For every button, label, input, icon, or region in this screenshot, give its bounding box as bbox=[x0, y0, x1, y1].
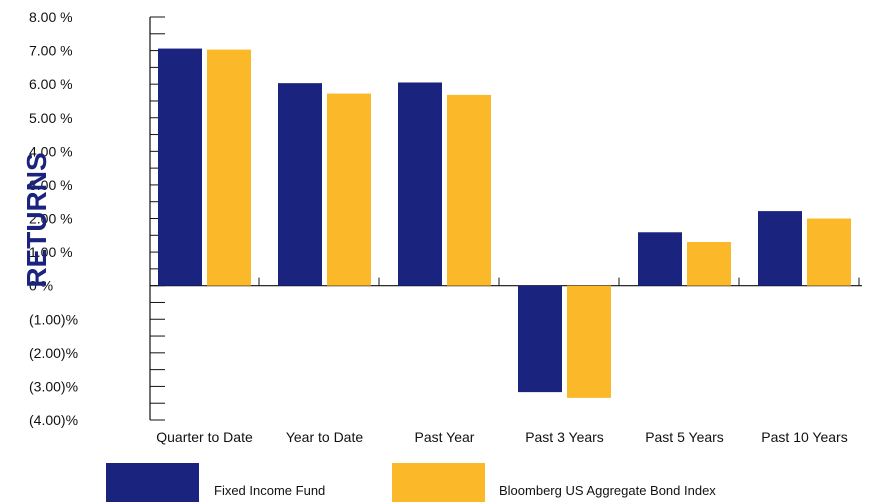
x-category-label: Past 3 Years bbox=[525, 429, 604, 445]
legend-swatch bbox=[106, 463, 199, 502]
x-category-label: Quarter to Date bbox=[156, 429, 253, 445]
bar-fund bbox=[398, 82, 442, 286]
y-tick-labels: 8.00 % 7.00 % 6.00 % 5.00 % 4.00 % 3.00 % 2.00… bbox=[29, 9, 78, 428]
bar-index bbox=[207, 49, 251, 286]
y-tick-label: (4.00)% bbox=[29, 412, 78, 428]
y-tick-label: 5.00 % bbox=[29, 110, 73, 126]
bar-index bbox=[687, 242, 731, 286]
x-category-label: Past 5 Years bbox=[645, 429, 724, 445]
bar-index bbox=[327, 93, 371, 286]
bar-fund bbox=[758, 211, 802, 286]
legend: Fixed Income Fund Bloomberg US Aggregate … bbox=[106, 463, 716, 502]
bar-index bbox=[447, 94, 491, 286]
legend-label: Fixed Income Fund bbox=[214, 483, 325, 498]
y-tick-label: 4.00 % bbox=[29, 143, 73, 159]
y-tick-label: (1.00)% bbox=[29, 311, 78, 327]
x-category-label: Year to Date bbox=[286, 429, 364, 445]
legend-swatch bbox=[392, 463, 485, 502]
bar-fund bbox=[518, 285, 562, 393]
y-axis-label: RETURNS bbox=[21, 152, 52, 287]
x-category-label: Past Year bbox=[415, 429, 475, 445]
y-tick-label: 7.00 % bbox=[29, 43, 73, 59]
bar-fund bbox=[638, 232, 682, 286]
legend-label: Bloomberg US Aggregate Bond Index bbox=[499, 483, 716, 498]
y-tick-label: 2.00 % bbox=[29, 211, 73, 227]
bar-index bbox=[567, 285, 611, 398]
y-tick-label: (3.00)% bbox=[29, 378, 78, 394]
x-category-labels: Quarter to Date Year to Date Past Year Past… bbox=[156, 429, 847, 445]
y-tick-label: 0 % bbox=[29, 278, 53, 294]
bar-index bbox=[807, 218, 851, 286]
axes bbox=[149, 16, 862, 421]
x-category-label: Past 10 Years bbox=[761, 429, 847, 445]
y-tick-label: 3.00 % bbox=[29, 177, 73, 193]
y-tick-label: 1.00 % bbox=[29, 244, 73, 260]
y-tick-label: 8.00 % bbox=[29, 9, 73, 25]
y-tick-label: (2.00)% bbox=[29, 345, 78, 361]
bars bbox=[158, 48, 851, 398]
bar-fund bbox=[158, 48, 202, 286]
y-tick-label: 6.00 % bbox=[29, 76, 73, 92]
bar-fund bbox=[278, 83, 322, 286]
